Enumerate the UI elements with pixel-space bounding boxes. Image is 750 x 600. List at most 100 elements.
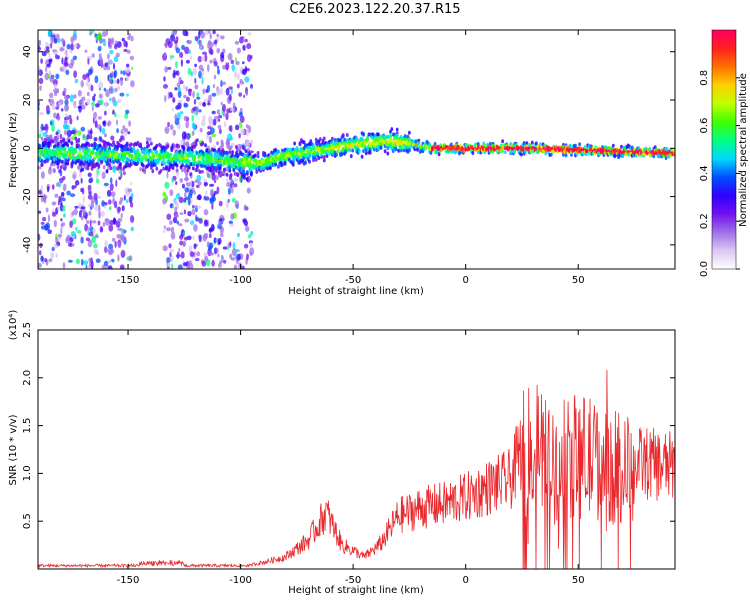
spectrogram-ridge-cell — [309, 139, 313, 144]
spectrogram-noise-cell — [201, 76, 204, 85]
spectrogram-noise-cell — [199, 127, 203, 133]
spectrogram-noise-cell — [240, 128, 245, 136]
spectrogram-noise-cell — [169, 252, 172, 258]
spectrogram-noise-cell — [82, 209, 86, 217]
spectrogram-ridge-cell — [194, 142, 198, 147]
spectrogram-ridge-cell — [141, 163, 145, 168]
spectrogram-noise-cell — [53, 88, 59, 93]
spectrogram-ridge-cell — [48, 166, 52, 171]
spectrogram-noise-cell — [108, 224, 114, 232]
spectrogram-noise-cell — [164, 95, 167, 103]
spectrogram-x-tick-label: 50 — [572, 275, 585, 286]
spectrogram-noise-cell — [204, 54, 208, 62]
spectrogram-noise-cell — [114, 87, 118, 93]
spectrogram-ridge-cell — [521, 147, 525, 152]
spectrogram-ridge-cell — [202, 161, 206, 166]
spectrogram-noise-cell — [190, 180, 193, 188]
spectrogram-ridge-cell — [239, 158, 243, 163]
spectrogram-noise-cell — [211, 110, 216, 115]
spectrogram-ridge-cell — [331, 136, 334, 141]
spectrogram-noise-cell — [162, 229, 166, 233]
spectrogram-noise-cell — [168, 261, 171, 267]
spectrogram-noise-cell — [203, 209, 209, 216]
spectrogram-ridge-cell — [665, 147, 669, 152]
spectrogram-noise-cell — [184, 192, 187, 198]
spectrogram-ridge-cell — [114, 152, 118, 157]
spectrogram-noise-cell — [40, 255, 44, 262]
spectrogram-ridge-cell — [140, 158, 144, 163]
spectrogram-noise-cell — [97, 32, 102, 40]
spectrogram-noise-cell — [103, 87, 107, 92]
spectrogram-noise-cell — [200, 31, 206, 39]
spectrogram-noise-cell — [44, 123, 48, 131]
spectrogram-noise-cell — [212, 118, 217, 126]
spectrogram-ridge-cell — [453, 150, 457, 155]
spectrogram-ridge-cell — [243, 172, 247, 177]
spectrogram-ridge-cell — [304, 160, 307, 165]
spectrogram-noise-cell — [236, 83, 240, 89]
spectrogram-noise-cell — [120, 249, 126, 258]
spectrogram-noise-cell — [88, 257, 91, 263]
colorbar-frame — [711, 29, 737, 270]
spectrogram-noise-cell — [176, 254, 180, 260]
spectrogram-noise-cell — [239, 36, 244, 44]
spectrogram-ridge-cell — [169, 152, 172, 157]
spectrogram-ridge-cell — [248, 152, 252, 157]
snr-panel: -150 -100 -50 0 50 0.5 1.0 1.5 2.0 2.5 Height of… — [8, 310, 676, 596]
spectrogram-ridge-cell — [51, 139, 55, 144]
spectrogram-noise-cell — [39, 129, 43, 135]
spectrogram-noise-cell — [120, 78, 123, 87]
spectrogram-ridge-cell — [170, 148, 174, 152]
spectrogram-noise-cell — [92, 117, 95, 124]
spectrogram-ridge-cell — [55, 131, 59, 136]
spectrogram-ridge-cell — [229, 145, 233, 150]
spectrogram-ridge-cell — [229, 173, 233, 178]
spectrogram-noise-cell — [177, 85, 181, 92]
spectrogram-ridge-cell — [277, 149, 280, 154]
spectrogram-noise-cell — [217, 124, 222, 130]
spectrogram-noise-cell — [189, 260, 192, 266]
spectrogram-noise-cell — [238, 92, 242, 97]
spectrogram-noise-cell — [84, 214, 88, 220]
spectrogram-noise-cell — [191, 208, 196, 216]
spectrogram-ridge-cell — [127, 158, 130, 163]
spectrogram-ridge-cell — [173, 143, 176, 148]
spectrogram-ridge-cell — [322, 136, 326, 141]
spectrogram-noise-cell — [66, 129, 72, 138]
spectrogram-ridge-cell — [50, 162, 53, 167]
spectrogram-ridge-cell — [90, 143, 94, 148]
spectrogram-noise-cell — [218, 237, 222, 245]
spectrogram-noise-cell — [85, 237, 90, 242]
spectrogram-noise-cell — [38, 263, 42, 268]
spectrogram-ridge-cell — [345, 133, 349, 137]
spectrogram-noise-cell — [97, 220, 101, 226]
spectrogram-noise-cell — [208, 46, 213, 55]
spectrogram-noise-cell — [242, 218, 247, 223]
spectrogram-ridge-cell — [152, 154, 156, 159]
spectrogram-noise-cell — [77, 90, 82, 97]
spectrogram-ridge-cell — [389, 134, 392, 139]
spectrogram-ridge-cell — [507, 146, 511, 150]
spectrogram-ridge-cell — [40, 136, 44, 141]
spectrogram-noise-cell — [231, 248, 237, 256]
spectrogram-ridge-cell — [123, 171, 126, 175]
spectrogram-ridge-cell — [217, 170, 221, 175]
spectrogram-noise-cell — [128, 255, 133, 262]
spectrogram-noise-cell — [175, 47, 181, 54]
spectrogram-noise-cell — [124, 128, 129, 133]
spectrogram-noise-cell — [226, 178, 229, 182]
spectrogram-ridge-cell — [190, 152, 194, 156]
spectrogram-noise-cell — [95, 258, 101, 264]
spectrogram-noise-cell — [203, 195, 207, 201]
spectrogram-ridge-cell — [243, 164, 247, 169]
spectrogram-noise-cell — [40, 171, 45, 179]
spectrogram-ridge-cell — [613, 154, 617, 159]
spectrogram-noise-cell — [45, 46, 50, 50]
spectrogram-ridge-cell — [281, 162, 284, 167]
spectrogram-ridge-cell — [182, 147, 186, 151]
spectrogram-noise-cell — [92, 227, 96, 234]
spectrogram-noise-cell — [46, 63, 51, 68]
spectrogram-noise-cell — [203, 232, 209, 239]
spectrogram-ridge-cell — [58, 169, 61, 174]
spectrogram-noise-cell — [209, 189, 214, 197]
